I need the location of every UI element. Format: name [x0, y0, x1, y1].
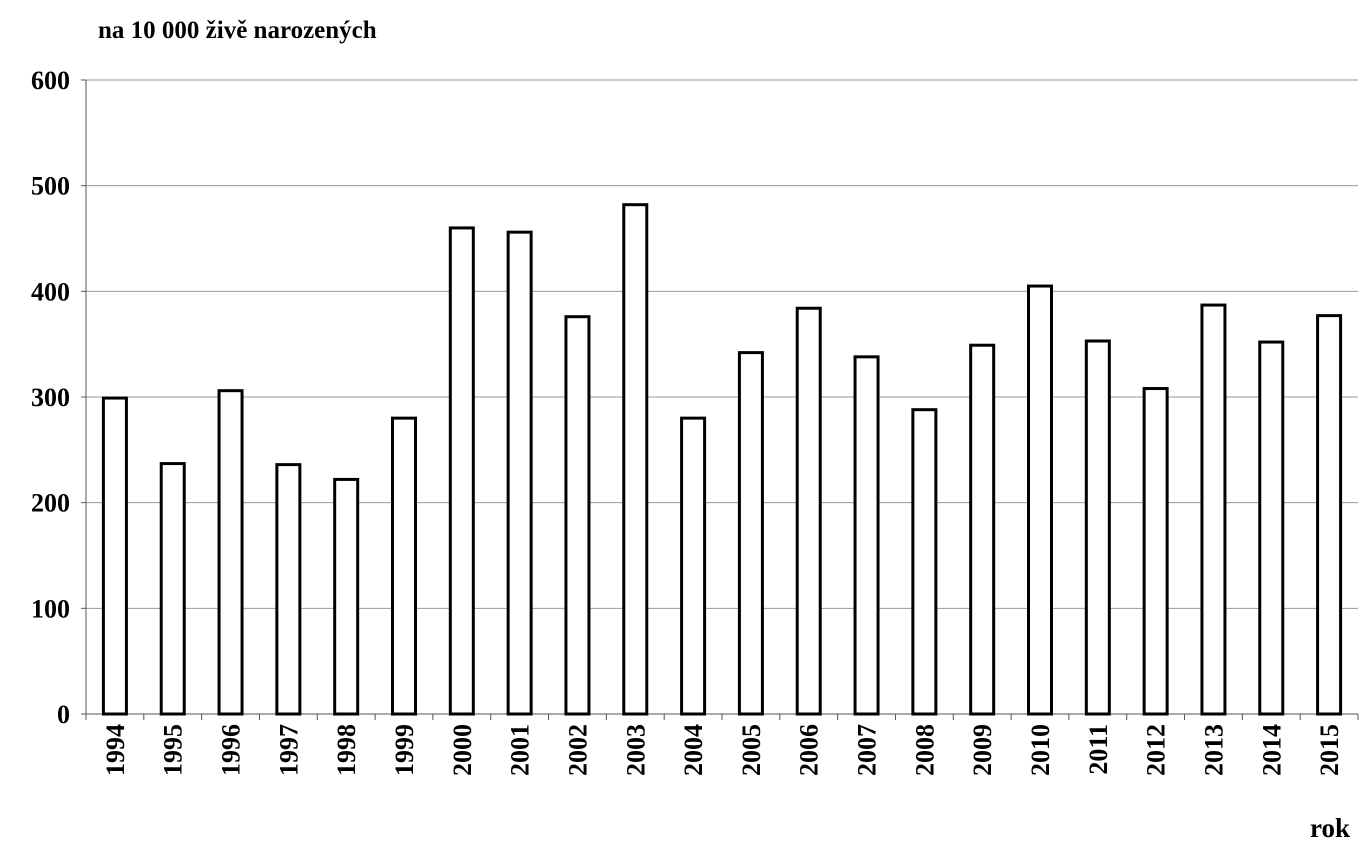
x-tick-label: 2000	[448, 724, 477, 776]
y-tick-label: 200	[31, 489, 70, 518]
x-tick-label: 2010	[1026, 724, 1055, 776]
x-tick-label: 2001	[506, 724, 535, 776]
x-tick-label: 1994	[101, 724, 130, 776]
x-tick-label: 2007	[853, 724, 882, 776]
x-axis-label: rok	[1310, 813, 1350, 843]
bar	[448, 226, 475, 716]
x-tick-label: 1996	[217, 724, 246, 776]
bar	[1316, 314, 1343, 716]
y-tick-label: 0	[57, 700, 70, 729]
bar	[622, 203, 649, 716]
bar	[101, 396, 128, 716]
x-tick-label: 2013	[1199, 724, 1228, 776]
bar	[391, 416, 417, 716]
bar	[911, 408, 938, 716]
bar	[853, 355, 880, 716]
bar	[1258, 340, 1285, 716]
bar	[680, 416, 707, 716]
bar	[506, 230, 533, 716]
bar	[275, 463, 302, 716]
y-tick-label: 500	[31, 172, 70, 201]
y-tick-label: 100	[31, 594, 70, 623]
x-tick-label: 1995	[159, 724, 188, 776]
x-tick-label: 2005	[737, 724, 766, 776]
x-tick-label: 2008	[910, 724, 939, 776]
x-tick-label: 2009	[968, 724, 997, 776]
bar	[737, 351, 764, 716]
bar	[564, 315, 591, 716]
x-tick-label: 2014	[1257, 724, 1286, 776]
x-tick-label: 2006	[795, 724, 824, 776]
bar	[969, 343, 996, 716]
bar	[333, 477, 360, 716]
x-tick-label: 1999	[390, 724, 419, 776]
x-tick-label: 2012	[1142, 724, 1171, 776]
x-tick-label: 2002	[563, 724, 592, 776]
bar	[159, 462, 186, 716]
bar	[795, 306, 822, 716]
bar	[1027, 284, 1053, 716]
x-tick-label: 2015	[1315, 724, 1344, 776]
x-tick-label: 1997	[274, 724, 303, 776]
y-tick-label: 300	[31, 383, 70, 412]
y-tick-label: 600	[31, 66, 70, 95]
bar	[1084, 339, 1111, 716]
bar	[1200, 303, 1227, 716]
y-axis-label: na 10 000 živě narozených	[98, 17, 377, 44]
x-tick-label: 2011	[1084, 724, 1113, 775]
x-tick-label: 1998	[332, 724, 361, 776]
x-tick-label: 2004	[679, 724, 708, 776]
bar	[1142, 387, 1169, 716]
y-tick-label: 400	[31, 277, 70, 306]
x-tick-label: 2003	[621, 724, 650, 776]
bar	[217, 389, 244, 716]
